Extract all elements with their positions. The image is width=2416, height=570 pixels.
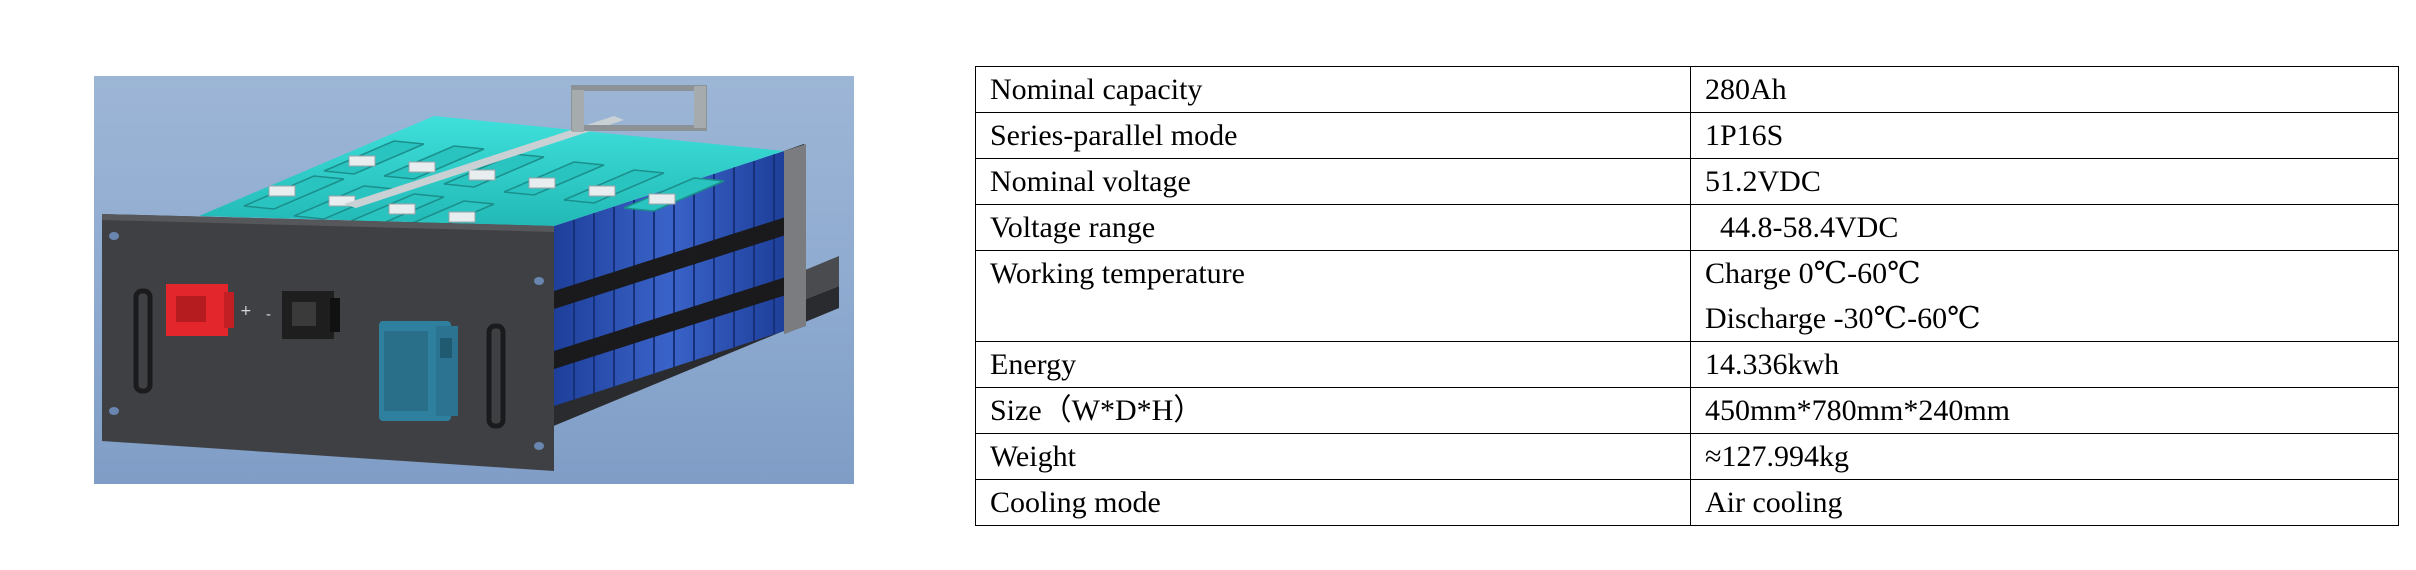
spec-row: Working temperature Charge 0℃-60℃ Discharg… xyxy=(975,250,2399,342)
spec-label: Working temperature xyxy=(975,250,1691,342)
negative-sign: - xyxy=(266,307,271,323)
spec-value-line: Air cooling xyxy=(1705,486,1843,519)
spec-row: Voltage range 44.8-58.4VDC xyxy=(975,204,2399,251)
spec-value: 51.2VDC xyxy=(1690,158,2399,205)
spec-row: Series-parallel mode 1P16S xyxy=(975,112,2399,159)
spec-value-line: 1P16S xyxy=(1705,119,1784,152)
positive-sign: + xyxy=(240,303,252,319)
spec-value: ≈127.994kg xyxy=(1690,433,2399,480)
spec-table: Nominal capacity 280Ah Series-parallel mod… xyxy=(975,66,2399,526)
spec-row: Weight ≈127.994kg xyxy=(975,433,2399,480)
spec-value-line: 280Ah xyxy=(1705,73,1787,106)
spec-row: Size（W*D*H） 450mm*780mm*240mm xyxy=(975,387,2399,434)
spec-value: Charge 0℃-60℃ Discharge -30℃-60℃ xyxy=(1690,250,2399,342)
spec-row: Cooling mode Air cooling xyxy=(975,479,2399,526)
spec-row: Nominal voltage 51.2VDC xyxy=(975,158,2399,205)
spec-row: Nominal capacity 280Ah xyxy=(975,66,2399,113)
front-panel xyxy=(102,214,554,471)
spec-value: 14.336kwh xyxy=(1690,341,2399,388)
spec-label: Cooling mode xyxy=(975,479,1691,526)
negative-terminal-icon xyxy=(282,291,340,339)
spec-value-line: 44.8-58.4VDC xyxy=(1705,211,1899,244)
spec-value: 280Ah xyxy=(1690,66,2399,113)
spec-table-body: Nominal capacity 280Ah Series-parallel mod… xyxy=(975,66,2399,526)
spec-label: Nominal voltage xyxy=(975,158,1691,205)
spec-value-line: Charge 0℃-60℃ xyxy=(1705,257,1921,290)
positive-terminal-icon xyxy=(166,284,234,336)
spec-value-line: Discharge -30℃-60℃ xyxy=(1705,302,1981,335)
spec-value-line: 51.2VDC xyxy=(1705,165,1821,198)
spec-value: 44.8-58.4VDC xyxy=(1690,204,2399,251)
spec-label: Size（W*D*H） xyxy=(975,387,1691,434)
spec-label: Nominal capacity xyxy=(975,66,1691,113)
breaker-switch-icon xyxy=(379,321,458,421)
battery-pack-render-icon: + - xyxy=(102,85,839,471)
spec-value: 450mm*780mm*240mm xyxy=(1690,387,2399,434)
spec-value-line: 14.336kwh xyxy=(1705,348,1840,381)
battery-pack-image: + - xyxy=(94,76,854,484)
spec-row: Energy 14.336kwh xyxy=(975,341,2399,388)
spec-value-line: ≈127.994kg xyxy=(1705,440,1849,473)
left-handle xyxy=(133,288,153,394)
spec-value: 1P16S xyxy=(1690,112,2399,159)
spec-label: Series-parallel mode xyxy=(975,112,1691,159)
spec-value-line: 450mm*780mm*240mm xyxy=(1705,394,2011,427)
top-handle xyxy=(571,85,707,131)
spec-label: Voltage range xyxy=(975,204,1691,251)
spec-label: Weight xyxy=(975,433,1691,480)
spec-label: Energy xyxy=(975,341,1691,388)
right-handle xyxy=(486,323,506,429)
spec-value: Air cooling xyxy=(1690,479,2399,526)
